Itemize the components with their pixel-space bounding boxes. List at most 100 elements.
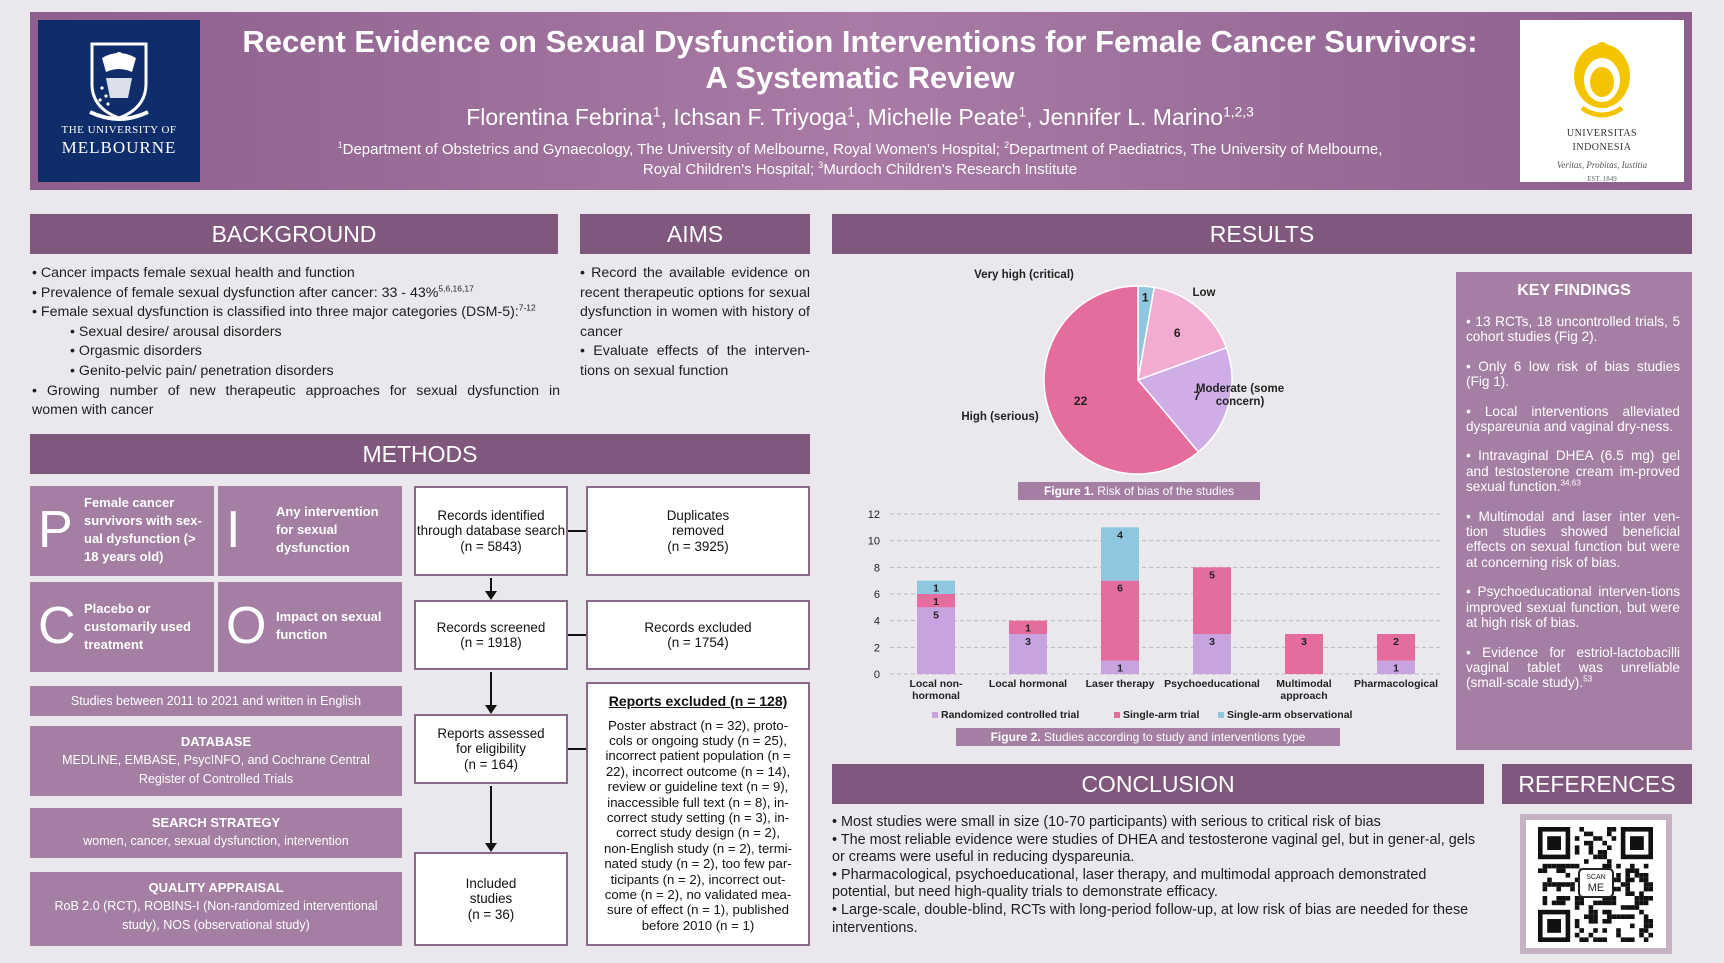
flow-n: (n = 164) [464, 756, 518, 772]
aims-heading: AIMS [580, 214, 810, 254]
bar-segment [917, 607, 955, 674]
bar-segment [917, 594, 955, 608]
pico-letter: O [226, 597, 267, 655]
conclusion-bullet: • The most reliable evidence were studie… [832, 831, 1476, 866]
flow-label: Duplicates removed [666, 507, 730, 539]
reports-excluded-title: Reports excluded (n = 128) [608, 693, 788, 709]
affil-text: Royal Children's Hospital; [642, 161, 819, 178]
search-strategy-box: SEARCH STRATEGY women, cancer, sexual dy… [30, 808, 402, 858]
bar-segment [1193, 567, 1231, 634]
author-sup: 1 [1018, 104, 1027, 120]
flow-label: Records screened [436, 619, 546, 635]
title-line1: Recent Evidence on Sexual Dysfunction In… [242, 24, 1478, 59]
background-subbullet: • Orgasmic disorders [70, 343, 202, 360]
legend-label: Single-arm trial [1123, 709, 1200, 721]
x-tick-label: hormonal [912, 690, 960, 702]
author-sup: 1 [847, 104, 855, 120]
quality-text: RoB 2.0 (RCT), ROBINS-I (Non-randomized … [54, 899, 378, 932]
bar-data-label: 1 [1025, 623, 1031, 635]
pie-data-label: 22 [1074, 394, 1088, 408]
flow-n: (n = 1754) [667, 635, 729, 650]
bar-segment [1377, 634, 1415, 661]
background-text: • Cancer impacts female sexual health an… [32, 264, 560, 421]
key-finding: • Psychoeducational interven-tions impro… [1466, 584, 1680, 631]
pie-slice [1137, 286, 1228, 382]
aims-bullet: • Evaluate effects of the interven-tions… [580, 343, 810, 379]
university-of-melbourne-logo: THE UNIVERSITY OF MELBOURNE [38, 20, 200, 182]
pico-o-box: O Impact on sexual function [218, 582, 402, 672]
y-tick-label: 2 [874, 642, 880, 654]
scan-me-label: SCAN ME [1578, 868, 1614, 898]
references-heading: REFERENCES [1502, 764, 1692, 804]
conclusion-bullet: • Pharmacological, psychoeducational, la… [832, 866, 1427, 901]
bar-data-label: 5 [933, 609, 939, 621]
key-finding: • Intravaginal DHEA (6.5 mg) gel and tes… [1466, 448, 1680, 495]
x-tick-label: Local hormonal [989, 678, 1067, 690]
quality-appraisal-box: QUALITY APPRAISAL RoB 2.0 (RCT), ROBINS-… [30, 872, 402, 946]
pie-category-label: Very high (critical) [974, 269, 1074, 281]
pie-slice [1043, 285, 1200, 475]
background-subbullet: • Sexual desire/ arousal disorders [70, 323, 282, 340]
aims-text: • Record the available evidence on recen… [580, 264, 810, 382]
pico-c-box: C Placebo or customarily used treatment [30, 582, 214, 672]
author-name: Florentina Febrina [466, 104, 653, 130]
pie-data-label: 1 [1142, 291, 1149, 305]
conclusion-heading: CONCLUSION [832, 764, 1484, 804]
legend-swatch [932, 712, 938, 718]
y-tick-label: 8 [874, 562, 880, 574]
authors: Florentina Febrina1, Ichsan F. Triyoga1,… [466, 104, 1254, 130]
figure2-caption: Figure 2. Studies according to study and… [956, 728, 1340, 746]
background-bullet: • Female sexual dysfunction is classifie… [32, 302, 536, 321]
bar-segment [1101, 527, 1139, 581]
flow-label: Records identified through database sear… [416, 507, 566, 539]
conclusion-text: • Most studies were small in size (10-70… [832, 814, 1484, 937]
flow-connector [568, 748, 586, 750]
pico-text: Any intervention for sexual dysfunction [276, 504, 379, 555]
conclusion-bullet: • Large-scale, double-blind, RCTs with l… [832, 901, 1469, 936]
methods-heading: METHODS [30, 434, 810, 474]
x-tick-label: Laser therapy [1086, 678, 1155, 690]
logo-right-line1: UNIVERSITAS [1566, 128, 1638, 139]
key-finding: • Multimodal and laser inter ven-tion st… [1466, 508, 1680, 570]
flow-n: (n = 1918) [460, 635, 522, 650]
flow-identified-box: Records identified through database sear… [414, 486, 568, 576]
pie-category-label: Moderate (some [1196, 383, 1284, 395]
melbourne-crest-icon [89, 42, 149, 121]
author-name: Michelle Peate [867, 104, 1019, 130]
figure1-caption: Figure 1. Risk of bias of the studies [1018, 482, 1260, 500]
legend-label: Single-arm observational [1227, 709, 1353, 721]
flow-duplicates-box: Duplicates removed (n = 3925) [586, 486, 810, 576]
logo-right-est: EST. 1849 [1587, 175, 1617, 183]
results-heading: RESULTS [832, 214, 1692, 254]
logo-left-line2: MELBOURNE [61, 138, 177, 157]
legend-swatch [1218, 712, 1224, 718]
bar-segment [1377, 660, 1415, 674]
bar-segment [1101, 660, 1139, 674]
legend-swatch [1114, 712, 1120, 718]
background-bullet: • Prevalence of female sexual dysfunctio… [32, 282, 474, 301]
pico-letter: I [226, 501, 241, 559]
pie-category-label: concern) [1216, 396, 1265, 408]
risk-of-bias-pie-chart: 1 6 7 22 Very high (critical) Low Moderate (so… [961, 269, 1284, 475]
x-tick-label: Local non- [909, 678, 963, 690]
pico-text: Placebo or customarily used treatment [84, 601, 191, 652]
bar-segment [1101, 580, 1139, 661]
database-box: DATABASE MEDLINE, EMBASE, PsycINFO, and … [30, 726, 402, 796]
x-tick-label: Multimodal [1276, 678, 1331, 690]
bar-segment [1193, 634, 1231, 674]
key-finding: • Evidence for estriol-lactobacilli vagi… [1466, 644, 1680, 691]
pie-category-label: Low [1193, 287, 1216, 299]
search-title: SEARCH STRATEGY [151, 815, 281, 830]
flow-excluded-box: Records excluded (n = 1754) [586, 600, 810, 670]
database-title: DATABASE [180, 734, 252, 749]
references-qr-frame[interactable]: SCAN ME [1520, 814, 1672, 954]
affil-sup: 3 [818, 160, 824, 170]
affil-text: Department of Paediatrics, The Universit… [1009, 141, 1383, 158]
logo-right-line2: INDONESIA [1572, 142, 1632, 153]
y-tick-label: 10 [868, 536, 880, 548]
logo-left-line1: THE UNIVERSITY OF [61, 124, 177, 136]
reports-excluded-text: Poster abstract (n = 32), proto-cols or … [604, 717, 792, 933]
aims-bullet: • Record the available evidence on recen… [580, 265, 810, 340]
